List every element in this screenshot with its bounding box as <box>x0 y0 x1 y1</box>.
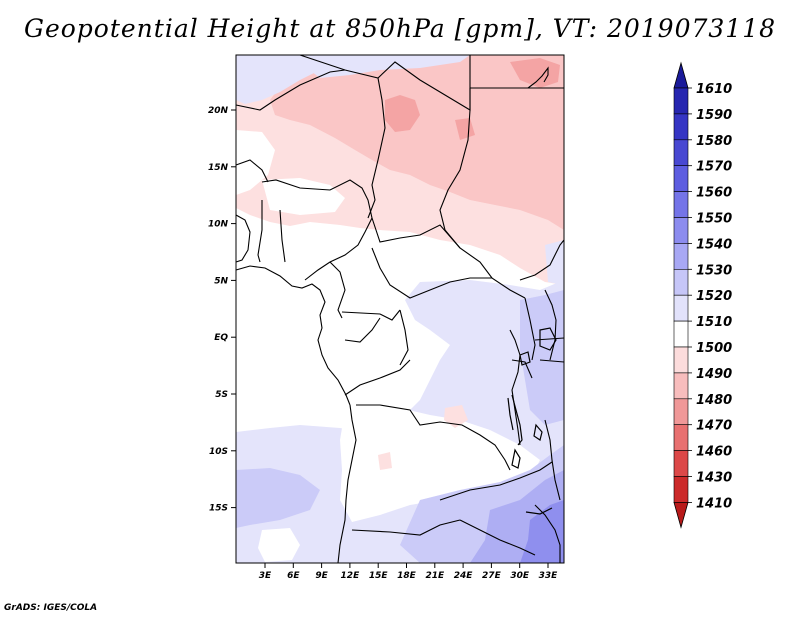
colorbar-swatch <box>673 294 689 322</box>
colorbar-swatch <box>673 450 689 477</box>
lat-tick-label: 10N <box>208 220 229 230</box>
colorbar-swatch <box>673 372 689 400</box>
colorbar-label: 1490 <box>696 367 732 382</box>
field-white-sw <box>258 528 300 562</box>
longitude-axis: 3E 6E 9E 12E 15E 18E 21E 24E 27E 30E 33E <box>259 563 558 581</box>
lon-tick-label: 30E <box>510 571 530 581</box>
colorbar-swatch <box>673 424 689 451</box>
field-blue-ne <box>545 240 564 285</box>
colorbar-swatch <box>673 165 689 192</box>
field-blue-se3 <box>520 500 564 563</box>
field-lav-top2 <box>290 55 470 78</box>
lon-tick-label: 21E <box>425 571 445 581</box>
field-pink-dark <box>385 95 420 132</box>
colorbar-bottom-arrow <box>673 501 689 529</box>
colorbar: 1610 1590 1580 1570 1560 1550 1540 1530 1520 1510… <box>673 61 732 529</box>
field-white-south <box>340 405 540 522</box>
colorbar-label: 1610 <box>696 82 732 97</box>
lat-tick-label: 15S <box>209 504 228 514</box>
colorbar-label: 1480 <box>696 393 732 408</box>
colorbar-label: 1550 <box>696 212 732 227</box>
lon-tick-label: 24E <box>454 571 474 581</box>
lat-tick-label: EQ <box>214 333 228 343</box>
colorbar-swatch <box>673 268 689 296</box>
colorbar-swatch <box>673 113 689 141</box>
latitude-axis: 20N 15N 10N 5N EQ 5S 10S 15S <box>208 106 236 514</box>
field-pink-south <box>444 405 468 428</box>
colorbar-label: 1580 <box>696 134 732 149</box>
colorbar-label: 1590 <box>696 108 732 123</box>
colorbar-label: 1560 <box>696 186 732 201</box>
colorbar-label: 1540 <box>696 237 732 252</box>
colorbar-top-arrow <box>673 61 689 89</box>
chart-title: Geopotential Height at 850hPa [gpm], VT:… <box>23 14 777 43</box>
lat-tick-label: 20N <box>208 106 229 116</box>
colorbar-swatch <box>673 243 689 270</box>
colorbar-swatch <box>673 87 689 115</box>
lon-tick-label: 33E <box>539 571 559 581</box>
field-pink-south2 <box>378 452 392 470</box>
lon-tick-label: 15E <box>369 571 389 581</box>
colorbar-label: 1460 <box>696 445 732 460</box>
colorbar-swatch <box>673 398 689 425</box>
lon-tick-label: 12E <box>341 571 361 581</box>
colorbar-label: 1470 <box>696 419 732 434</box>
lat-tick-label: 10S <box>209 447 228 457</box>
colorbar-swatch <box>673 476 689 503</box>
colorbar-swatch <box>673 139 689 167</box>
lat-tick-label: 5S <box>215 390 228 400</box>
lakes <box>507 327 557 515</box>
field-blue-sw <box>236 468 320 528</box>
colorbar-label: 1530 <box>696 263 732 278</box>
lat-tick-label: 15N <box>208 163 229 173</box>
lon-tick-label: 9E <box>315 571 328 581</box>
field-pink-mid <box>270 55 564 230</box>
colorbar-swatch <box>673 320 689 348</box>
colorbar-label: 1570 <box>696 160 732 175</box>
field-pink-dark3 <box>455 118 475 140</box>
colorbar-label: 1510 <box>696 315 732 330</box>
map-frame <box>235 54 565 564</box>
lon-tick-label: 18E <box>397 571 417 581</box>
map-area <box>235 54 565 564</box>
colorbar-swatch <box>673 217 689 244</box>
credit-label: GrADS: IGES/COLA <box>4 603 98 613</box>
lat-tick-label: 5N <box>214 276 228 286</box>
colorbar-label: 1410 <box>696 496 732 511</box>
field-white-nw2 <box>262 178 345 215</box>
lon-tick-label: 3E <box>259 571 272 581</box>
coastline-red-sea <box>527 66 549 89</box>
colorbar-label: 1520 <box>696 289 732 304</box>
lon-tick-label: 6E <box>287 571 300 581</box>
country-borders <box>235 54 565 564</box>
colorbar-label: 1500 <box>696 341 732 356</box>
colorbar-swatch <box>673 191 689 218</box>
colorbar-swatch <box>673 346 689 374</box>
lon-tick-label: 27E <box>482 571 502 581</box>
field-pink-dark2 <box>510 58 560 88</box>
colorbar-label: 1430 <box>696 471 732 486</box>
field-white-nw <box>236 130 275 195</box>
